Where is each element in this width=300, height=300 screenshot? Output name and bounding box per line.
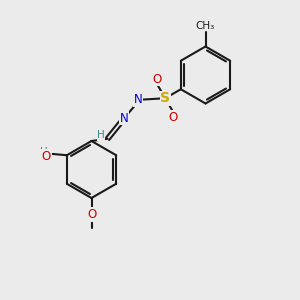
- Text: O: O: [42, 150, 51, 163]
- Text: H: H: [40, 147, 47, 157]
- Text: H: H: [134, 93, 142, 103]
- Text: S: S: [160, 91, 170, 105]
- Text: CH₃: CH₃: [196, 20, 215, 31]
- Text: O: O: [153, 73, 162, 86]
- Text: N: N: [134, 93, 143, 106]
- Text: O: O: [168, 111, 178, 124]
- Text: N: N: [120, 112, 128, 125]
- Text: O: O: [87, 208, 96, 221]
- Text: H: H: [97, 130, 105, 140]
